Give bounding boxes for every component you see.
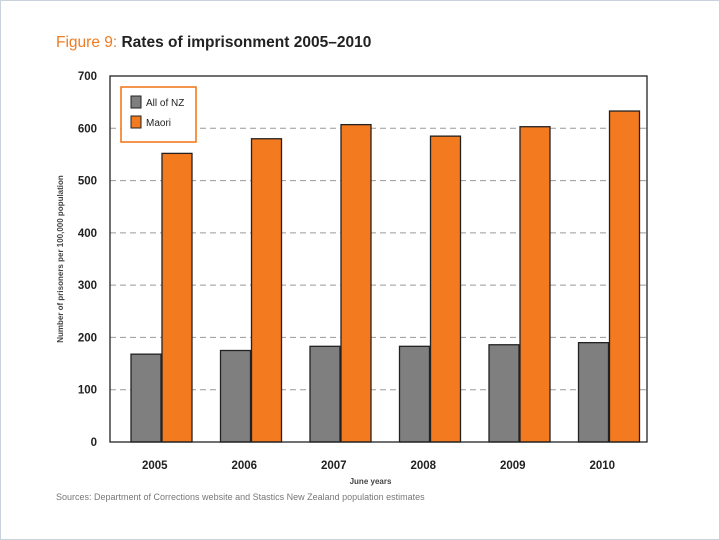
bar-all-of-nz-2008 xyxy=(398,345,431,443)
legend-swatch xyxy=(130,115,142,129)
x-axis-ticks: 2005 2006 2007 2008 2009 2010 xyxy=(142,460,615,472)
source-note: Sources: Department of Corrections websi… xyxy=(56,492,425,502)
x-tick-label: 2005 xyxy=(142,460,168,472)
bar-all-of-nz-2005 xyxy=(130,353,162,443)
y-tick-label: 0 xyxy=(91,437,97,449)
legend: All of NZ Maori xyxy=(120,86,197,143)
plot-area-border xyxy=(109,75,648,443)
legend-swatch xyxy=(130,95,142,109)
bar-all-of-nz-2010 xyxy=(577,342,610,443)
x-tick-label: 2008 xyxy=(410,460,436,472)
legend-box xyxy=(120,86,197,143)
bar-all-of-nz-2009 xyxy=(488,344,520,443)
bar-all-of-nz-2006 xyxy=(219,349,252,443)
y-tick-label: 400 xyxy=(78,228,97,240)
x-tick-label: 2006 xyxy=(231,460,257,472)
y-axis-ticks: 0 100 200 300 400 500 600 700 xyxy=(78,71,97,449)
y-tick-label: 300 xyxy=(78,280,97,292)
figure-label: Figure 9: xyxy=(56,34,118,51)
x-tick-label: 2010 xyxy=(589,460,615,472)
y-axis-label: Number of prisoners per 100,000 populati… xyxy=(56,175,65,343)
figure-title: Rates of imprisonment 2005–2010 xyxy=(121,34,372,51)
bars xyxy=(130,110,641,443)
y-tick-label: 700 xyxy=(78,71,97,83)
x-tick-label: 2009 xyxy=(500,460,526,472)
bar-maori-2006 xyxy=(250,138,283,443)
y-tick-label: 500 xyxy=(78,176,97,188)
bar-all-of-nz-2007 xyxy=(309,345,341,443)
legend-label: All of NZ xyxy=(146,98,184,109)
bar-maori-2010 xyxy=(608,110,641,443)
x-axis-label: June years xyxy=(350,477,392,486)
bar-maori-2009 xyxy=(519,126,551,443)
x-tick-label: 2007 xyxy=(321,460,347,472)
chart-title: Figure 9: Rates of imprisonment 2005–201… xyxy=(56,34,371,52)
bar-maori-2005 xyxy=(161,152,193,443)
y-tick-label: 600 xyxy=(78,123,97,135)
y-tick-label: 100 xyxy=(78,385,97,397)
y-tick-label: 200 xyxy=(78,332,97,344)
legend-label: Maori xyxy=(146,118,171,129)
bar-maori-2007 xyxy=(340,123,372,443)
bar-maori-2008 xyxy=(429,135,462,443)
